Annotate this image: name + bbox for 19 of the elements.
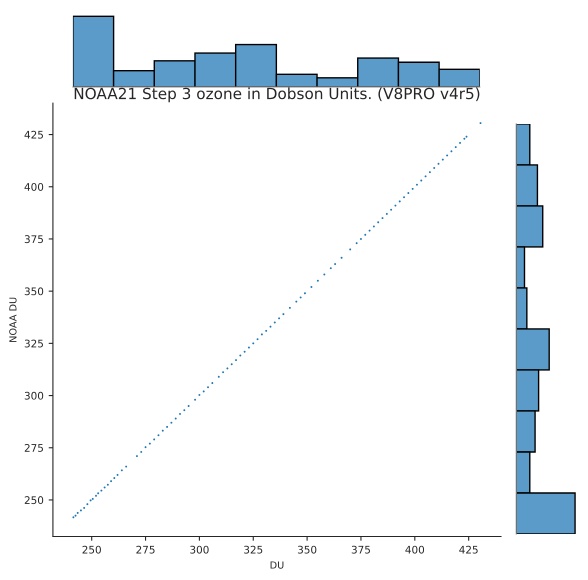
- y-tick-label: 275: [24, 444, 43, 452]
- x-tick-label: 375: [352, 546, 370, 554]
- x-tick-label: 350: [298, 546, 316, 554]
- y-tick-label: 425: [24, 130, 43, 139]
- y-tick-label: 400: [24, 182, 44, 191]
- x-tick-label: 275: [136, 546, 155, 554]
- y-tick-label: 250: [24, 496, 44, 504]
- y-axis-title: NOAA DU: [9, 298, 17, 342]
- x-tick-label: 250: [82, 546, 101, 554]
- x-axis-title: DU: [270, 561, 284, 569]
- chart-title: NOAA21 Step 3 ozone in Dobson Units. (V8PRO v4r5): [74, 87, 480, 102]
- x-tick-label: 300: [190, 546, 209, 554]
- y-tick-label: 300: [24, 392, 44, 400]
- y-tick-label: 375: [24, 235, 43, 244]
- x-tick-label: 425: [459, 546, 478, 554]
- y-tick-label: 350: [24, 287, 44, 296]
- x-tick-label: 325: [244, 546, 262, 554]
- y-tick-label: 325: [24, 340, 43, 348]
- x-tick-label: 400: [405, 546, 424, 554]
